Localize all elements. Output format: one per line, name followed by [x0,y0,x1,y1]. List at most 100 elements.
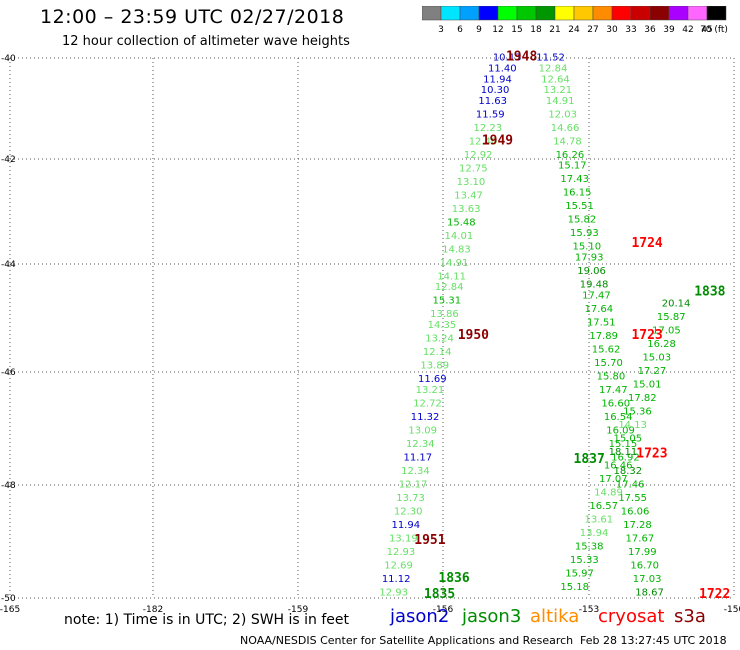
pass-time-label: 1723 [631,328,662,343]
wave-height-value: 12.69 [384,560,413,571]
wave-height-value: 17.27 [638,366,667,377]
wave-height-value: 17.67 [626,533,655,544]
wave-height-value: 11.63 [478,96,507,107]
wave-height-value: 17.55 [618,493,647,504]
wave-height-value: 15.03 [642,352,671,363]
wave-height-value: 13.89 [420,361,449,372]
pass-time-label: 1951 [414,533,445,548]
wave-height-value: 14.35 [428,320,457,331]
wave-height-value: 15.80 [597,371,626,382]
wave-height-value: 14.78 [553,136,582,147]
satellite-legend-item: cryosat [598,606,665,627]
wave-height-value: 16.06 [621,506,650,517]
wave-height-value: 14.13 [618,420,647,431]
wave-height-value: 12.92 [464,150,493,161]
wave-height-value: 13.24 [425,334,454,345]
pass-time-label: 1950 [458,328,489,343]
wave-height-value: 16.15 [563,188,592,199]
y-tick-label: -44 [1,260,16,270]
wave-height-value: 16.26 [556,150,585,161]
wave-height-value: 15.87 [657,312,686,323]
wave-height-value: 16.54 [604,412,633,423]
colorbar-label: 18 [530,25,542,35]
wave-height-value: 14.89 [594,487,623,498]
wave-height-value: 15.31 [432,296,461,307]
wave-height-value: 11.40 [488,64,517,75]
satellite-legend-item: jason2 [390,606,450,627]
wave-height-value: 15.05 [613,433,642,444]
wave-height-value: 13.86 [430,309,459,320]
colorbar-swatch [706,6,727,21]
wave-height-value: 12.93 [387,547,416,558]
wave-height-value: 15.70 [594,358,623,369]
wave-height-value: 15.17 [558,161,587,172]
y-tick-label: -50 [1,594,16,604]
wave-height-value: 15.10 [572,242,601,253]
wave-height-value: 15.97 [565,568,594,579]
wave-height-value: 15.62 [592,344,621,355]
wave-height-value: 14.11 [437,271,466,282]
wave-height-value: 20.14 [662,298,691,309]
wave-height-value: 11.59 [476,109,505,120]
colorbar-label: 45 [701,25,712,35]
wave-height-value: 18.67 [635,587,664,598]
wave-height-value: 10.13 [493,53,522,64]
wave-height-value: 12.40 [469,136,498,147]
pass-time-label: 1948 [506,50,537,65]
wave-height-value: 16.09 [606,425,635,436]
wave-height-value: 12.17 [399,479,428,490]
x-tick-label: -182 [143,605,163,615]
wave-height-value: 15.82 [568,215,597,226]
satellite-legend-item: altika [530,606,580,627]
wave-height-value: 16.46 [604,460,633,471]
wave-height-value: 19.48 [580,280,609,291]
wave-height-value: 12.75 [459,163,488,174]
wave-height-value: 13.63 [452,204,481,215]
wave-height-value: 15.33 [570,555,599,566]
wave-height-value: 12.84 [435,282,464,293]
wave-height-value: 16.57 [589,501,618,512]
y-tick-label: -40 [1,54,16,64]
wave-height-value: 12.72 [413,398,442,409]
pass-time-label: 1838 [694,285,725,300]
wave-height-value: 11.12 [382,574,411,585]
colorbar-label: 30 [606,25,618,35]
wave-height-value: 15.38 [575,541,604,552]
wave-height-value: 12.84 [539,64,568,75]
colorbar-label: 33 [625,25,636,35]
pass-time-label: 1723 [636,447,667,462]
wave-height-value: 17.64 [585,304,614,315]
x-tick-label: -156 [433,605,454,615]
pass-time-label: 1836 [438,571,469,586]
wave-height-value: 14.91 [546,96,575,107]
wave-height-value: 11.94 [391,520,420,531]
colorbar-label: 12 [492,25,503,35]
x-tick-label: -150 [724,605,740,615]
colorbar-label: 15 [511,25,522,35]
satellite-legend-item: jason3 [462,606,522,627]
wave-height-value: 15.51 [565,201,594,212]
wave-height-value: 16.92 [611,452,640,463]
y-tick-label: -48 [1,481,16,491]
wave-height-value: 14.91 [440,258,469,269]
colorbar-label: 9 [476,25,482,35]
wave-height-value: 12.64 [541,74,570,85]
wave-height-value: 12.30 [394,506,423,517]
wave-height-value: 14.66 [551,123,580,134]
wave-height-value: 17.03 [633,574,662,585]
wave-height-value: 11.17 [404,452,433,463]
y-tick-label: -42 [1,155,16,165]
wave-height-value: 15.18 [560,582,589,593]
wave-height-value: 19.06 [577,266,606,277]
x-tick-label: -165 [0,605,20,615]
wave-height-value: 17.47 [582,290,611,301]
wave-height-value: 13.21 [544,85,573,96]
wave-height-value: 13.94 [580,528,609,539]
wave-height-value: 16.60 [601,398,630,409]
units-note: note: 1) Time is in UTC; 2) SWH is in fe… [64,612,350,628]
wave-height-value: 11.32 [411,412,440,423]
pass-time-label: 1949 [482,133,513,148]
wave-height-value: 17.47 [599,385,628,396]
